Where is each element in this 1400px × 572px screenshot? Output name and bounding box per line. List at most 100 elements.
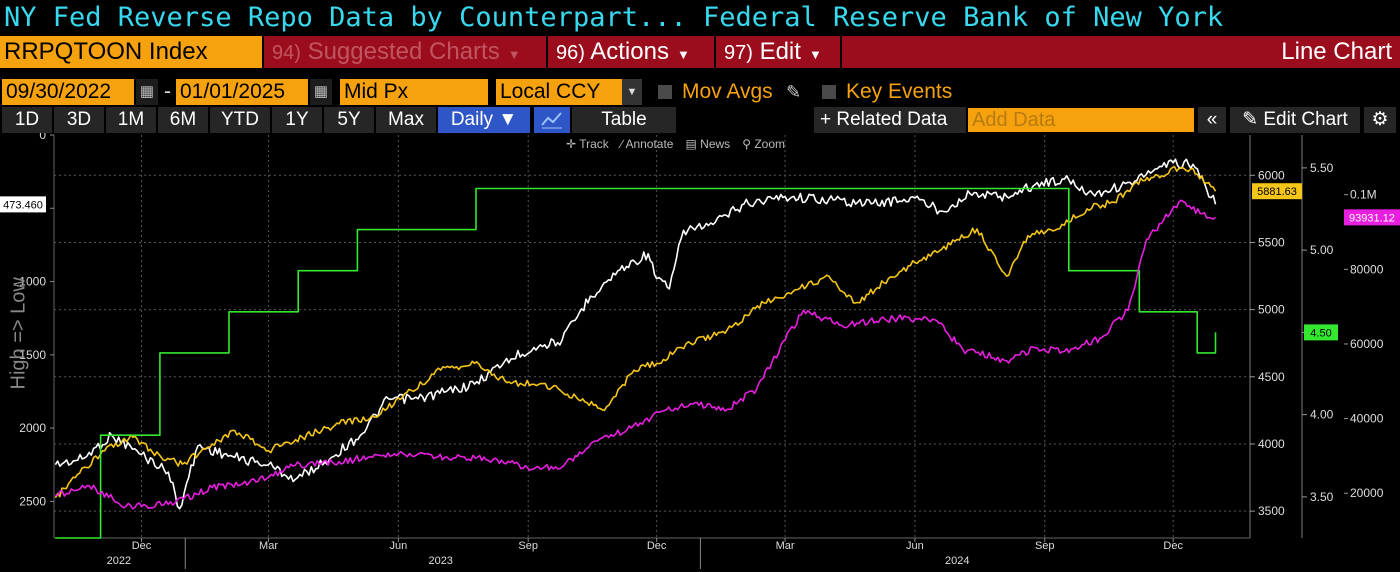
range-button-6m[interactable]: 6M [158, 107, 208, 133]
gear-icon[interactable]: ⚙ [1364, 107, 1396, 133]
axis-2-tick-label: 5500 [1258, 235, 1285, 249]
pencil-icon[interactable]: ✎ [786, 82, 802, 102]
menu-number: 96) [556, 42, 585, 64]
related-data-button[interactable]: + Related Data [814, 107, 966, 133]
rrp-last-tag: 473.460 [0, 196, 46, 213]
range-button-1m[interactable]: 1M [106, 107, 156, 133]
magnifier-icon: ⚲ [742, 137, 751, 151]
series-green-step-line [55, 187, 1217, 539]
annotate-button[interactable]: ∕ Annotate [621, 137, 674, 151]
chevron-down-icon: ▼ [808, 47, 822, 62]
magenta-last-tag-box [1344, 209, 1400, 226]
double-chevron-left-icon[interactable]: « [1198, 107, 1226, 133]
gridlines [54, 135, 1250, 538]
left-tick-label: 1500 [19, 348, 46, 362]
crosshair-icon: ✛ [566, 137, 577, 151]
news-label: News [700, 137, 731, 151]
add-data-input[interactable]: Add Data [968, 108, 1194, 132]
x-tick-label: Mar [776, 540, 795, 552]
zoom-label: Zoom [754, 137, 786, 151]
series-magenta-line [55, 199, 1216, 510]
track-label: Track [579, 137, 609, 151]
x-year-label: 2024 [945, 555, 969, 567]
green-last-tag-box [1304, 324, 1338, 341]
edit-chart-label: Edit Chart [1263, 109, 1348, 130]
plot-lines [54, 158, 1217, 539]
x-year-label: 2022 [107, 555, 131, 567]
suggested-charts-menu[interactable]: 94) Suggested Charts ▼ [262, 36, 546, 68]
rrp-last-tag-box [0, 196, 46, 213]
x-tick-label: Dec [647, 540, 667, 552]
annotate-label: Annotate [625, 137, 674, 151]
range-button-max[interactable]: Max [376, 107, 436, 133]
table-button[interactable]: Table [572, 107, 676, 133]
end-date-field[interactable]: 01/01/2025 [176, 79, 308, 105]
line-chart-icon[interactable] [534, 107, 570, 133]
menu-number: 94) [272, 42, 301, 64]
chevron-down-icon[interactable]: ▼ [622, 79, 642, 105]
left-tick-label: 2000 [19, 421, 46, 435]
menu-number: 97) [724, 42, 753, 64]
key-events-label[interactable]: Key Events [846, 80, 953, 103]
chevron-down-icon: ▼ [498, 109, 518, 130]
x-tick-label: Jun [906, 540, 924, 552]
axis-2-tick-label: 6000 [1258, 168, 1285, 182]
pencil-icon: ✎ [1242, 109, 1259, 130]
news-button[interactable]: ▤ News [685, 137, 730, 151]
x-tick-label: Mar [259, 540, 278, 552]
range-button-1y[interactable]: 1Y [272, 107, 322, 133]
range-button-1d[interactable]: 1D [2, 107, 52, 133]
chart-area[interactable]: 05001000150020002500 3500400045005000550… [0, 133, 1400, 572]
axis-3-tick-label: 5.00 [1310, 243, 1334, 257]
gold-last-tag: 5881.63 [1252, 183, 1302, 200]
ticker-field[interactable]: RRPQTOON Index [0, 36, 262, 68]
gold-last-tag-text: 5881.63 [1257, 186, 1297, 198]
left-axis-label: High => Low [7, 277, 30, 390]
chart-toolbar: 1D 3D 1M 6M YTD 1Y 5Y Max Daily ▼ Table … [0, 107, 1400, 133]
range-button-5y[interactable]: 5Y [324, 107, 374, 133]
range-button-ytd[interactable]: YTD [210, 107, 270, 133]
series-rrp-line [54, 158, 1217, 510]
range-button-3d[interactable]: 3D [54, 107, 104, 133]
green-last-tag-text: 4.50 [1310, 327, 1331, 339]
date-separator: - [164, 80, 171, 103]
chevron-down-icon: ▼ [507, 47, 521, 62]
edit-chart-button[interactable]: ✎ Edit Chart [1230, 107, 1360, 133]
zoom-button[interactable]: ⚲ Zoom [742, 137, 785, 151]
calendar-icon[interactable]: ▦ [310, 79, 332, 105]
axis-4-tick-label: 40000 [1350, 412, 1384, 426]
annotate-icon: ∕ [620, 137, 623, 151]
window-title: NY Fed Reverse Repo Data by Counterpart.… [4, 2, 1224, 33]
currency-select[interactable]: Local CCY [496, 79, 624, 105]
track-button[interactable]: ✛ Track [566, 137, 609, 151]
chart-type-label[interactable]: Line Chart [840, 36, 1400, 68]
gold-last-tag-box [1252, 183, 1302, 200]
price-field-select[interactable]: Mid Px [340, 79, 488, 105]
menu-label: Suggested Charts [307, 38, 500, 65]
parameter-bar: 09/30/2022 ▦ - 01/01/2025 ▦ Mid Px Local… [0, 76, 1400, 106]
series-gold-line [54, 166, 1217, 499]
axis-4-tick-label: 80000 [1350, 262, 1384, 276]
inner-toolbar: ✛ Track ∕ Annotate ▤ News ⚲ Zoom [566, 137, 785, 151]
start-date-field[interactable]: 09/30/2022 [2, 79, 134, 105]
x-tick-label: Jun [389, 540, 407, 552]
magenta-last-tag: 93931.12 [1344, 209, 1400, 226]
left-tick-label: 0 [39, 133, 46, 142]
rrp-last-tag-text: 473.460 [3, 199, 43, 211]
green-last-tag: 4.50 [1304, 324, 1338, 341]
mov-avgs-checkbox[interactable] [658, 85, 672, 99]
command-bar: RRPQTOON Index 94) Suggested Charts ▼ 96)… [0, 36, 1400, 68]
frequency-dropdown[interactable]: Daily ▼ [438, 107, 530, 133]
key-events-checkbox[interactable] [822, 85, 836, 99]
frequency-label: Daily [450, 109, 494, 130]
calendar-icon[interactable]: ▦ [136, 79, 158, 105]
chevron-down-icon: ▼ [676, 47, 690, 62]
axis-3-tick-label: 5.50 [1310, 161, 1334, 175]
actions-menu[interactable]: 96) Actions ▼ [546, 36, 714, 68]
left-tick-label: 2500 [19, 494, 46, 508]
axis-2-tick-label: 4500 [1258, 370, 1285, 384]
mov-avgs-label[interactable]: Mov Avgs [682, 80, 773, 103]
x-tick-label: Dec [132, 540, 152, 552]
edit-menu[interactable]: 97) Edit ▼ [714, 36, 840, 68]
